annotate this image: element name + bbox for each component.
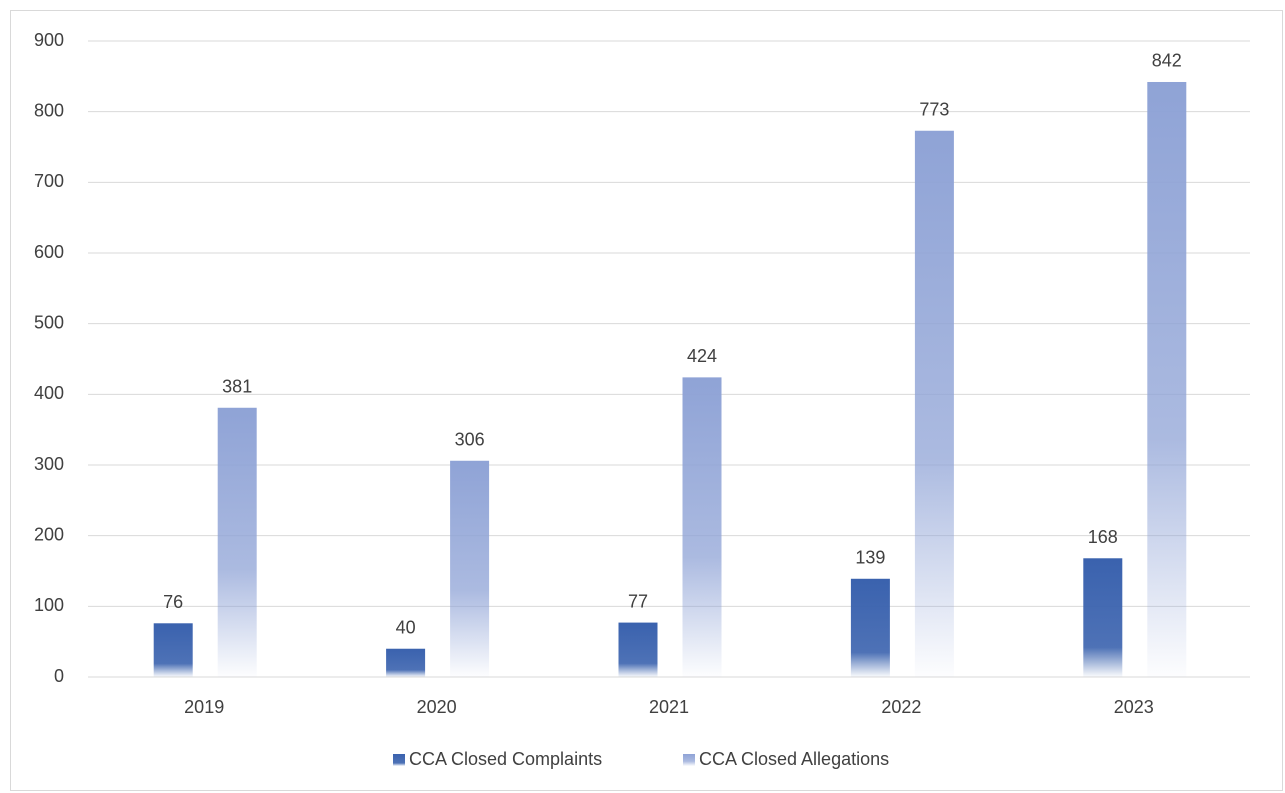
y-tick-label: 500 xyxy=(34,312,64,332)
data-label: 40 xyxy=(396,617,416,637)
y-tick-label: 400 xyxy=(34,383,64,403)
y-tick-label: 300 xyxy=(34,454,64,474)
legend-label: CCA Closed Complaints xyxy=(409,749,602,769)
data-label: 77 xyxy=(628,591,648,611)
x-tick-label: 2021 xyxy=(649,697,689,717)
x-tick-label: 2020 xyxy=(417,697,457,717)
x-tick-label: 2019 xyxy=(184,697,224,717)
y-tick-label: 0 xyxy=(54,666,64,686)
y-tick-label: 600 xyxy=(34,242,64,262)
data-label: 168 xyxy=(1088,527,1118,547)
bar xyxy=(1147,81,1187,677)
data-label: 773 xyxy=(919,99,949,119)
y-tick-label: 200 xyxy=(34,524,64,544)
legend-label: CCA Closed Allegations xyxy=(699,749,889,769)
data-label: 842 xyxy=(1152,51,1182,71)
legend-marker xyxy=(393,754,405,766)
y-tick-label: 800 xyxy=(34,100,64,120)
bar xyxy=(682,377,722,677)
data-label: 306 xyxy=(455,430,485,450)
bar xyxy=(1083,558,1123,677)
data-label: 76 xyxy=(163,592,183,612)
bar xyxy=(914,130,954,677)
bar xyxy=(450,460,490,677)
y-tick-label: 900 xyxy=(34,30,64,50)
bar xyxy=(850,578,890,677)
y-tick-label: 700 xyxy=(34,171,64,191)
data-label: 139 xyxy=(855,548,885,568)
x-tick-label: 2023 xyxy=(1114,697,1154,717)
bar xyxy=(386,648,426,677)
data-label: 424 xyxy=(687,346,717,366)
bar xyxy=(153,623,193,677)
y-tick-label: 100 xyxy=(34,595,64,615)
data-label: 381 xyxy=(222,377,252,397)
bar xyxy=(618,622,658,677)
x-tick-label: 2022 xyxy=(881,697,921,717)
legend-marker xyxy=(683,754,695,766)
bar xyxy=(217,407,257,677)
